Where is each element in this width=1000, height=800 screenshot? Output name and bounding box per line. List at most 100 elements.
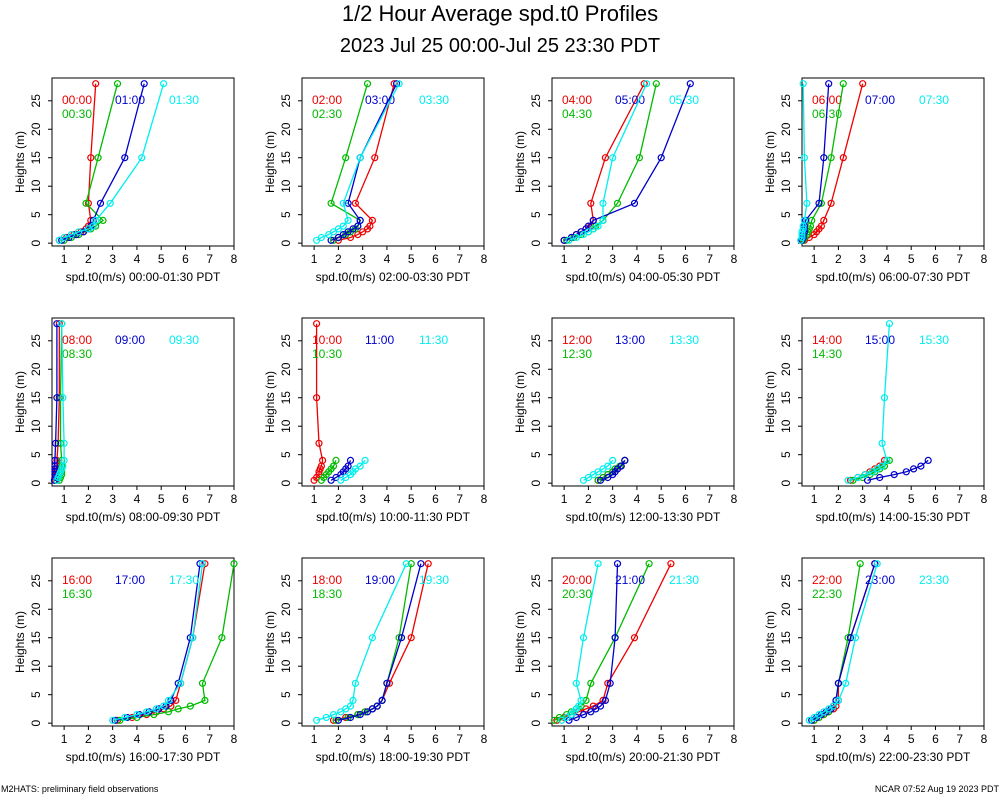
legend-label: 23:30	[919, 573, 949, 587]
data-point	[839, 80, 847, 88]
x-tick-label: 5	[408, 732, 415, 746]
x-tick-label: 8	[981, 492, 988, 506]
y-tick-label: 5	[529, 211, 543, 218]
data-point	[174, 705, 182, 713]
x-tick-label: 1	[311, 252, 318, 266]
x-axis-label: spd.t0(m/s) 06:00-07:30 PDT	[816, 270, 971, 284]
data-point	[332, 456, 340, 464]
x-tick-label: 1	[561, 252, 568, 266]
x-axis-label: spd.t0(m/s) 08:00-09:30 PDT	[66, 510, 221, 524]
y-axis-label: Heights (m)	[763, 131, 777, 193]
y-tick-label: 20	[29, 362, 43, 376]
y-tick-label: 0	[779, 239, 793, 246]
plot-frame	[51, 77, 235, 247]
data-point	[645, 560, 653, 568]
series-line-0700	[801, 83, 830, 241]
legend-label: 17:30	[169, 573, 199, 587]
data-point	[800, 154, 809, 162]
y-tick-label: 25	[29, 574, 43, 588]
x-tick-label: 5	[158, 252, 165, 266]
y-tick-label: 25	[779, 334, 793, 348]
y-axis-label: Heights (m)	[13, 131, 27, 193]
data-point	[160, 80, 168, 88]
x-tick-label: 2	[835, 492, 842, 506]
x-tick-label: 4	[384, 492, 391, 506]
data-point	[89, 222, 97, 230]
legend-label: 10:30	[312, 347, 342, 361]
legend-label: 04:00	[562, 93, 592, 107]
x-tick-label: 8	[981, 732, 988, 746]
y-tick-label: 20	[529, 602, 543, 616]
x-tick-label: 4	[634, 492, 641, 506]
x-tick-label: 6	[682, 732, 689, 746]
data-point	[92, 80, 100, 88]
data-point	[344, 199, 352, 207]
y-tick-label: 20	[779, 602, 793, 616]
data-point	[143, 708, 151, 716]
data-point	[565, 236, 573, 244]
y-tick-label: 5	[779, 211, 793, 218]
x-tick-label: 3	[859, 492, 866, 506]
data-point	[587, 679, 595, 687]
x-tick-label: 3	[609, 732, 616, 746]
y-tick-label: 10	[529, 659, 543, 673]
data-point	[322, 713, 330, 722]
x-tick-label: 4	[884, 252, 891, 266]
plot-frame	[551, 77, 735, 247]
data-point	[630, 199, 639, 207]
y-tick-label: 15	[279, 391, 293, 405]
data-point	[613, 199, 622, 207]
plot-frame	[51, 317, 235, 487]
data-point	[339, 199, 347, 207]
data-point	[53, 320, 61, 328]
x-tick-label: 5	[158, 492, 165, 506]
x-tick-label: 4	[384, 252, 391, 266]
x-tick-label: 2	[585, 492, 592, 506]
chart-title: 1/2 Hour Average spd.t0 Profiles	[342, 1, 658, 26]
data-point	[856, 560, 864, 568]
x-axis-label: spd.t0(m/s) 12:00-13:30 PDT	[566, 510, 721, 524]
y-tick-label: 5	[29, 211, 43, 218]
data-point	[344, 462, 352, 470]
x-tick-label: 5	[158, 732, 165, 746]
x-tick-label: 6	[682, 492, 689, 506]
x-tick-label: 8	[731, 492, 738, 506]
data-point	[878, 462, 886, 470]
series-line-1100	[330, 460, 352, 481]
plot-frame	[51, 557, 235, 727]
data-point	[121, 154, 129, 162]
y-tick-label: 0	[529, 239, 543, 246]
x-tick-label: 6	[682, 252, 689, 266]
data-point	[572, 679, 580, 687]
data-point	[67, 231, 76, 239]
y-tick-label: 20	[779, 362, 793, 376]
data-point	[133, 710, 141, 719]
x-tick-label: 7	[206, 732, 213, 746]
y-tick-label: 0	[529, 479, 543, 486]
data-point	[356, 710, 364, 719]
data-point	[313, 716, 321, 724]
x-tick-label: 7	[706, 492, 713, 506]
x-tick-label: 4	[884, 492, 891, 506]
legend-label: 03:30	[419, 93, 449, 107]
x-axis-label: spd.t0(m/s) 14:00-15:30 PDT	[816, 510, 971, 524]
y-tick-label: 20	[279, 362, 293, 376]
plot-frame	[301, 77, 485, 247]
series-line-0000	[59, 83, 97, 241]
data-point	[378, 696, 386, 705]
panel-4: 1 2 3 4 5 6 7 8 0 5 10 15 20 25 spd.t0(m/s) 06:00-07:3…	[763, 77, 988, 284]
y-tick-label: 0	[529, 719, 543, 726]
series-line-1030	[320, 460, 337, 481]
data-point	[371, 154, 379, 162]
data-point	[152, 705, 160, 713]
panel-10: 1 2 3 4 5 6 7 8 0 5 10 15 20 25 spd.t0(m/s) 18:00-19:3…	[263, 557, 488, 764]
y-tick-label: 15	[279, 631, 293, 645]
data-point	[361, 456, 369, 464]
data-point	[657, 154, 665, 162]
y-tick-label: 15	[29, 391, 43, 405]
data-point	[111, 716, 119, 724]
data-point	[924, 456, 932, 464]
data-point	[859, 80, 867, 88]
legend-label: 18:30	[312, 587, 342, 601]
x-tick-label: 2	[585, 732, 592, 746]
